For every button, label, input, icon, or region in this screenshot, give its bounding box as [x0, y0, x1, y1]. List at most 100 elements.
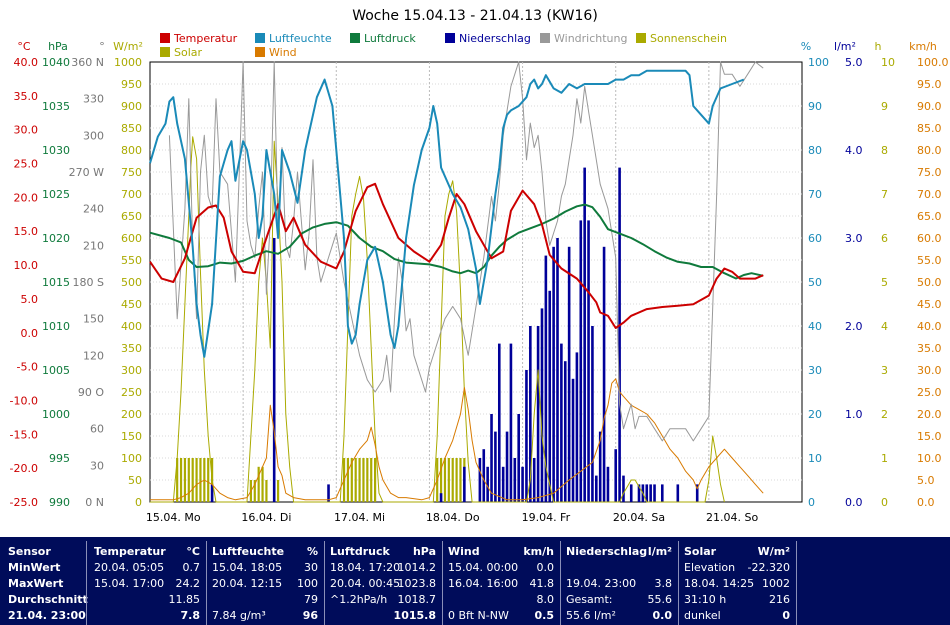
axis-tick-wm2: 950	[121, 78, 142, 91]
x-axis-label: 19.04. Fr	[522, 511, 571, 524]
niederschlag-max-value: 3.8	[654, 577, 673, 590]
luftfeuchte-column: Luftfeuchte% 15.04. 18:05 30 20.04. 12:15…	[212, 541, 318, 625]
solar-elevation-value: -22.320	[747, 561, 790, 574]
axis-tick-pct: 0	[808, 496, 815, 509]
axis-tick-deg: 360 N	[71, 56, 104, 69]
bar-sonnenschein	[451, 458, 454, 502]
bar-niederschlag	[556, 238, 559, 502]
solar-column: Solar W/m² Elevation -22.320 18.04. 14:25 1…	[684, 541, 790, 625]
wind-min-value: 0.0	[536, 561, 555, 574]
bar-niederschlag	[505, 431, 509, 502]
axis-tick-deg: 330	[83, 93, 104, 106]
axis-tick-deg: 120	[83, 349, 104, 362]
axis-tick-temp: -25.0	[10, 496, 38, 509]
bar-niederschlag	[622, 475, 625, 502]
axis-tick-temp: -20.0	[10, 462, 38, 475]
legend-swatch	[540, 33, 550, 43]
legend-swatch	[445, 33, 455, 43]
bar-niederschlag	[494, 431, 497, 502]
axis-tick-deg: 240	[83, 203, 104, 216]
bar-niederschlag	[536, 326, 540, 502]
temperatur-current: 7.8	[180, 609, 201, 622]
legend-label: Windrichtung	[554, 32, 627, 45]
x-axis-label: 17.04. Mi	[334, 511, 385, 524]
axis-tick-wm2: 700	[121, 188, 142, 201]
axis-tick-temp: 0.0	[21, 327, 39, 340]
bar-niederschlag	[595, 475, 598, 502]
column-divider	[442, 541, 443, 625]
column-divider	[206, 541, 207, 625]
column-divider	[560, 541, 561, 625]
axis-tick-h: 1	[881, 452, 888, 465]
axis-tick-wm2: 200	[121, 408, 142, 421]
bar-niederschlag	[210, 484, 214, 502]
axis-tick-temp: 30.0	[14, 124, 39, 137]
axis-tick-kmh: 85.0	[917, 122, 942, 135]
bar-sonnenschein	[350, 458, 353, 502]
axis-tick-hpa: 1035	[42, 100, 70, 113]
axis-tick-wm2: 0	[135, 496, 142, 509]
bar-niederschlag	[521, 466, 524, 502]
wind-title: Wind	[448, 545, 480, 558]
axis-tick-temp: -10.0	[10, 394, 38, 407]
luftfeuchte-absolute: 7.84 g/m³	[212, 609, 266, 622]
niederschlag-max-time: 19.04. 23:00	[566, 577, 637, 590]
luftfeuchte-title: Luftfeuchte	[212, 545, 285, 558]
axis-tick-wm2: 450	[121, 298, 142, 311]
axis-tick-h: 8	[881, 144, 888, 157]
temperatur-column: Temperatur °C 20.04. 05:05 0.7 15.04. 17:0…	[94, 541, 200, 625]
bar-sonnenschein	[447, 458, 450, 502]
bar-niederschlag	[497, 343, 501, 502]
axis-unit-wm2: W/m²	[113, 40, 143, 53]
axis-tick-hpa: 1025	[42, 188, 70, 201]
axis-tick-h: 4	[881, 320, 888, 333]
legend-swatch	[255, 33, 265, 43]
bar-sonnenschein	[358, 458, 361, 502]
axis-tick-kmh: 100.0	[917, 56, 949, 69]
sensor-row-avg: Durchschnitt	[8, 593, 88, 606]
legend-swatch	[636, 33, 646, 43]
bar-niederschlag	[517, 414, 520, 502]
line-wind	[150, 378, 764, 501]
bar-sonnenschein	[362, 458, 365, 502]
legend-label: Luftfeuchte	[269, 32, 332, 45]
bar-sonnenschein	[276, 480, 280, 502]
legend-label: Sonnenschein	[650, 32, 727, 45]
temperatur-min-value: 0.7	[182, 561, 201, 574]
solar-sunshine-value: 216	[769, 593, 790, 606]
bar-sonnenschein	[176, 458, 179, 502]
bar-sonnenschein	[191, 458, 194, 502]
temperatur-min-time: 20.04. 05:05	[94, 561, 165, 574]
line-luftfeuchte	[149, 69, 745, 358]
bar-sonnenschein	[455, 458, 458, 502]
axis-unit-temp: °C	[17, 40, 31, 53]
legend-swatch	[255, 47, 265, 57]
luftdruck-title: Luftdruck	[330, 545, 390, 558]
axis-tick-h: 3	[881, 364, 888, 377]
wind-beaufort: 0 Bft N-NW	[448, 609, 509, 622]
bar-sonnenschein	[183, 458, 187, 502]
column-divider	[324, 541, 325, 625]
axis-tick-temp: 25.0	[14, 158, 39, 171]
axis-tick-wm2: 800	[121, 144, 142, 157]
solar-current-label: dunkel	[684, 609, 721, 622]
axis-tick-pct: 50	[808, 276, 822, 289]
axis-tick-deg: 30	[90, 459, 104, 472]
bar-niederschlag	[532, 458, 536, 502]
axis-tick-kmh: 10.0	[917, 452, 942, 465]
axis-tick-pct: 80	[808, 144, 822, 157]
bar-niederschlag	[490, 414, 493, 502]
luftfeuchte-unit: %	[306, 545, 318, 558]
bar-niederschlag	[676, 484, 680, 502]
sensor-title: Sensor	[8, 545, 51, 558]
axis-tick-kmh: 90.0	[917, 100, 942, 113]
bar-niederschlag	[563, 361, 567, 502]
axis-tick-h: 0	[881, 496, 888, 509]
axis-tick-temp: 40.0	[14, 56, 39, 69]
x-axis-labels: 15.04. Mo 16.04. Di 17.04. Mi 18.04. Do 19.0…	[146, 511, 759, 524]
legend-swatch	[160, 47, 170, 57]
bar-niederschlag	[548, 290, 552, 502]
axis-tick-pct: 70	[808, 188, 822, 201]
axis-tick-h: 9	[881, 100, 888, 113]
axis-tick-wm2: 400	[121, 320, 142, 333]
